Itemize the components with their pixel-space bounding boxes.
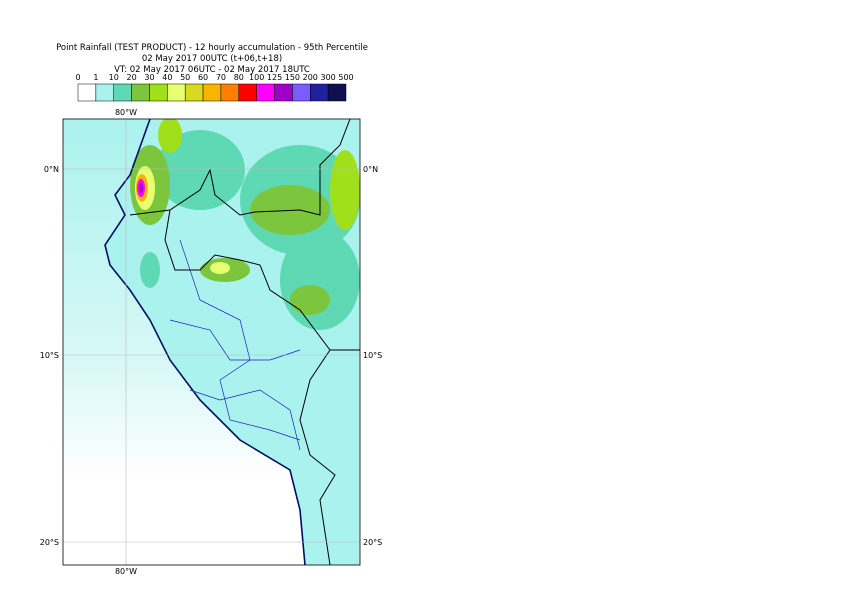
legend-swatch	[274, 83, 293, 102]
legend: 0 1 10 20 30 40 50 60 70 80 100 125 150 200 300 500	[75, 73, 354, 102]
legend-label: 40	[162, 73, 172, 82]
legend-swatch	[220, 83, 240, 102]
lat-label: 0°N	[44, 165, 59, 174]
legend-swatch	[167, 83, 186, 102]
lat-label: 20°S	[40, 538, 59, 547]
legend-label: 500	[338, 73, 353, 82]
legend-label: 30	[144, 73, 154, 82]
legend-label: 60	[198, 73, 208, 82]
legend-swatch	[292, 83, 311, 102]
subtitle: 02 May 2017 00UTC (t+06,t+18)	[142, 54, 282, 64]
legend-swatch	[238, 83, 257, 102]
legend-label: 0	[75, 73, 80, 82]
legend-swatch	[95, 83, 114, 102]
legend-swatch	[202, 83, 222, 102]
legend-swatch	[184, 83, 204, 102]
legend-swatch	[256, 83, 275, 102]
legend-label: 80	[234, 73, 244, 82]
lon-label: 80°W	[115, 108, 137, 117]
map	[63, 119, 360, 565]
legend-label: 150	[285, 73, 300, 82]
legend-swatch	[149, 83, 168, 102]
legend-label: 200	[303, 73, 318, 82]
legend-swatch	[131, 83, 150, 102]
legend-label: 20	[127, 73, 137, 82]
title: Point Rainfall (TEST PRODUCT) - 12 hourl…	[56, 43, 368, 53]
legend-label: 50	[180, 73, 190, 82]
legend-swatch	[327, 83, 347, 102]
legend-swatch	[77, 83, 97, 102]
legend-label: 125	[267, 73, 282, 82]
lat-label: 0°N	[363, 165, 378, 174]
lat-label: 10°S	[363, 351, 382, 360]
lat-label: 20°S	[363, 538, 382, 547]
legend-label: 300	[320, 73, 335, 82]
legend-label: 100	[249, 73, 264, 82]
legend-label: 10	[109, 73, 119, 82]
lat-label: 10°S	[40, 351, 59, 360]
valid-time: VT: 02 May 2017 06UTC - 02 May 2017 18UT…	[114, 65, 310, 75]
lon-label: 80°W	[115, 567, 137, 576]
legend-label: 70	[216, 73, 226, 82]
legend-swatch	[310, 83, 329, 102]
legend-label: 1	[93, 73, 98, 82]
legend-swatch	[113, 83, 132, 102]
